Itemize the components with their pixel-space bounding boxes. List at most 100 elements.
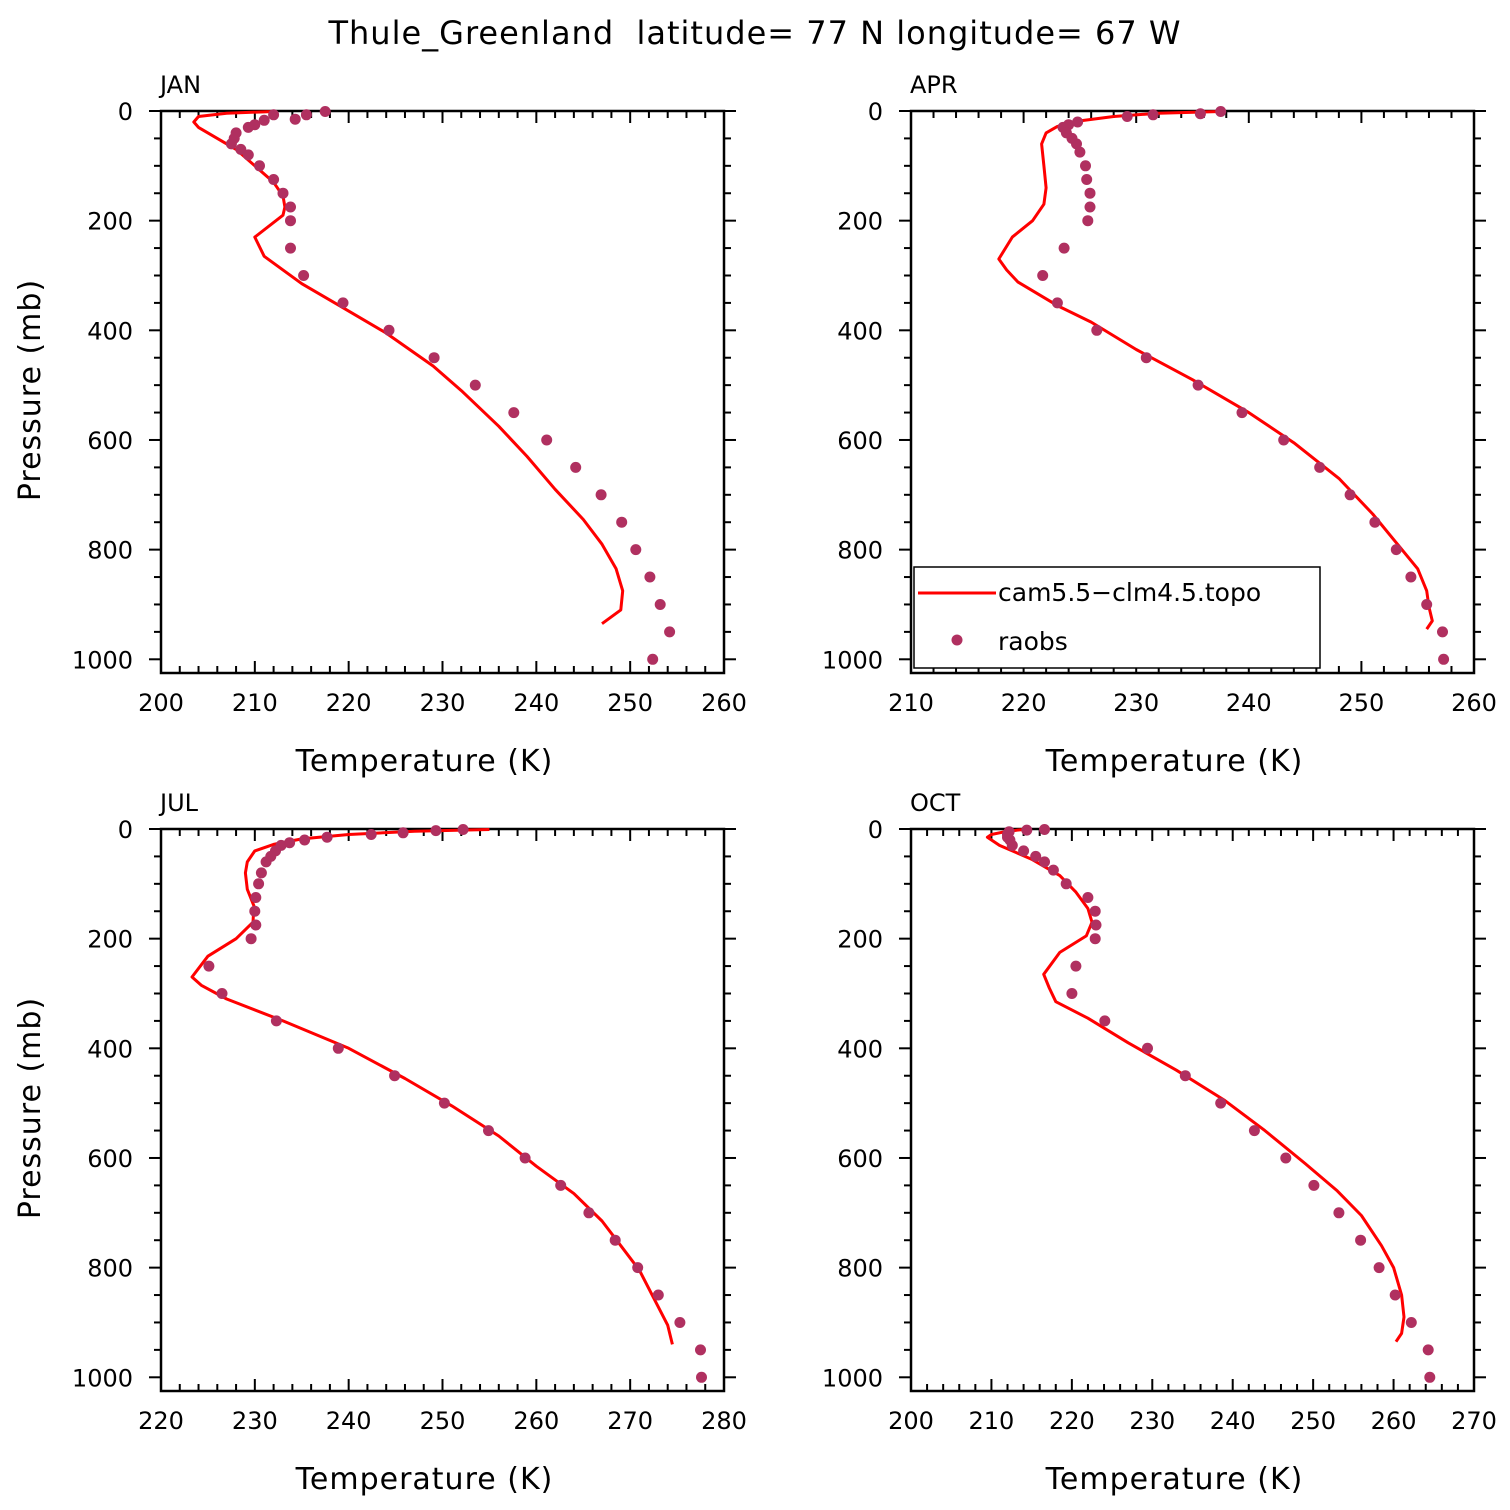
x-tick-label: 200 <box>138 689 184 717</box>
obs-data-point <box>1090 919 1102 931</box>
x-tick-label: 250 <box>1290 1407 1336 1435</box>
obs-data-point <box>225 138 237 150</box>
obs-data-point <box>1215 106 1227 117</box>
x-axis-label: Temperature (K) <box>1045 744 1304 779</box>
obs-data-point <box>1236 407 1248 419</box>
y-tick-label: 0 <box>868 98 883 126</box>
obs-data-point <box>1089 933 1101 945</box>
x-tick-label: 220 <box>138 1407 184 1435</box>
obs-data-point <box>541 434 553 446</box>
obs-data-point <box>555 1179 567 1191</box>
obs-data-point <box>277 187 289 199</box>
x-tick-label: 270 <box>1451 1407 1497 1435</box>
obs-data-point <box>285 201 296 213</box>
obs-data-point <box>1047 864 1059 876</box>
model-series-line-jan <box>192 110 625 625</box>
y-axis-label: Pressure (mb) <box>13 997 48 1219</box>
obs-data-point <box>253 878 265 890</box>
model-series-line-oct <box>985 828 1406 1343</box>
y-tick-label: 200 <box>837 208 883 236</box>
x-tick-label: 240 <box>1226 689 1272 717</box>
obs-data-point <box>1140 352 1152 364</box>
y-axis-label: Pressure (mb) <box>13 279 48 501</box>
y-tick-label: 1000 <box>822 646 883 674</box>
y-tick-label: 0 <box>118 816 133 844</box>
obs-data-point <box>1030 850 1042 862</box>
x-tick-label: 210 <box>969 1407 1015 1435</box>
obs-data-point <box>595 489 607 501</box>
obs-data-point <box>1192 379 1204 391</box>
y-tick-label: 1000 <box>822 1364 883 1392</box>
obs-data-point <box>696 1371 707 1383</box>
obs-data-point <box>337 297 349 309</box>
obs-data-point <box>1437 626 1448 638</box>
obs-data-point <box>570 461 582 473</box>
obs-data-point <box>1278 434 1290 446</box>
obs-data-point <box>285 242 296 254</box>
figure-title: Thule_Greenland latitude= 77 N longitude… <box>327 14 1181 52</box>
obs-data-point <box>430 825 442 837</box>
x-tick-label: 240 <box>513 689 559 717</box>
obs-data-point <box>203 960 215 972</box>
obs-data-point <box>1369 516 1381 528</box>
obs-data-point <box>245 933 257 945</box>
obs-data-point <box>674 1317 686 1328</box>
obs-data-point <box>1039 856 1050 868</box>
y-tick-label: 0 <box>118 98 133 126</box>
obs-data-point <box>1066 988 1078 999</box>
x-tick-label: 200 <box>888 1407 934 1435</box>
obs-data-point <box>644 571 656 583</box>
y-tick-label: 400 <box>837 317 883 345</box>
panel-apr: APR 210 220 230 240 250 260 0 200 400 600 800 1000 Te… <box>822 71 1497 779</box>
obs-data-point <box>1080 160 1091 172</box>
y-tick-label: 600 <box>87 1145 133 1173</box>
obs-data-point <box>609 1234 621 1246</box>
y-tick-label: 0 <box>868 816 883 844</box>
y-tick-label: 400 <box>87 1035 133 1063</box>
x-tick-label: 270 <box>607 1407 653 1435</box>
legend-obs-label: raobs <box>998 627 1068 656</box>
y-tick-label: 800 <box>87 537 133 565</box>
obs-data-point <box>268 174 280 185</box>
obs-data-point <box>630 544 642 556</box>
y-tick-label: 600 <box>87 427 133 455</box>
obs-data-point <box>1373 1262 1385 1274</box>
obs-data-point <box>389 1070 401 1082</box>
obs-data-point <box>457 824 469 835</box>
obs-data-point <box>632 1262 644 1274</box>
obs-data-point <box>332 1042 344 1054</box>
obs-data-point <box>242 121 254 133</box>
obs-data-point <box>365 829 377 840</box>
x-tick-label: 240 <box>326 1407 372 1435</box>
x-tick-label: 230 <box>420 689 466 717</box>
obs-data-point <box>1422 1344 1434 1356</box>
obs-data-point <box>260 856 272 868</box>
obs-data-point <box>1074 146 1086 158</box>
obs-data-point <box>428 352 440 364</box>
obs-data-point <box>583 1207 595 1219</box>
obs-data-point <box>1121 111 1133 122</box>
legend-box <box>913 566 1321 669</box>
legend-model-label: cam5.5−clm4.5.topo <box>998 578 1261 607</box>
obs-data-point <box>1039 824 1050 835</box>
obs-data-point <box>1051 297 1063 309</box>
x-tick-label: 230 <box>1113 689 1159 717</box>
x-axis-label: Temperature (K) <box>1045 1462 1304 1497</box>
obs-data-point <box>483 1125 494 1137</box>
obs-data-point <box>1308 1179 1320 1191</box>
x-tick-label: 210 <box>232 689 278 717</box>
obs-data-point <box>1314 461 1326 473</box>
panel-label-apr: APR <box>910 71 958 99</box>
obs-data-point <box>1421 599 1433 610</box>
obs-data-point <box>1084 201 1096 213</box>
panel-label-oct: OCT <box>910 789 961 817</box>
obs-data-point <box>242 149 254 161</box>
obs-data-point <box>1142 1042 1153 1054</box>
y-tick-label: 200 <box>837 926 883 954</box>
obs-data-point <box>216 988 228 999</box>
legend-obs-marker-sample <box>951 634 963 646</box>
obs-data-point <box>1390 544 1402 556</box>
obs-data-point <box>1037 270 1049 281</box>
obs-data-point <box>1021 824 1033 836</box>
x-axis-label: Temperature (K) <box>295 1462 554 1497</box>
